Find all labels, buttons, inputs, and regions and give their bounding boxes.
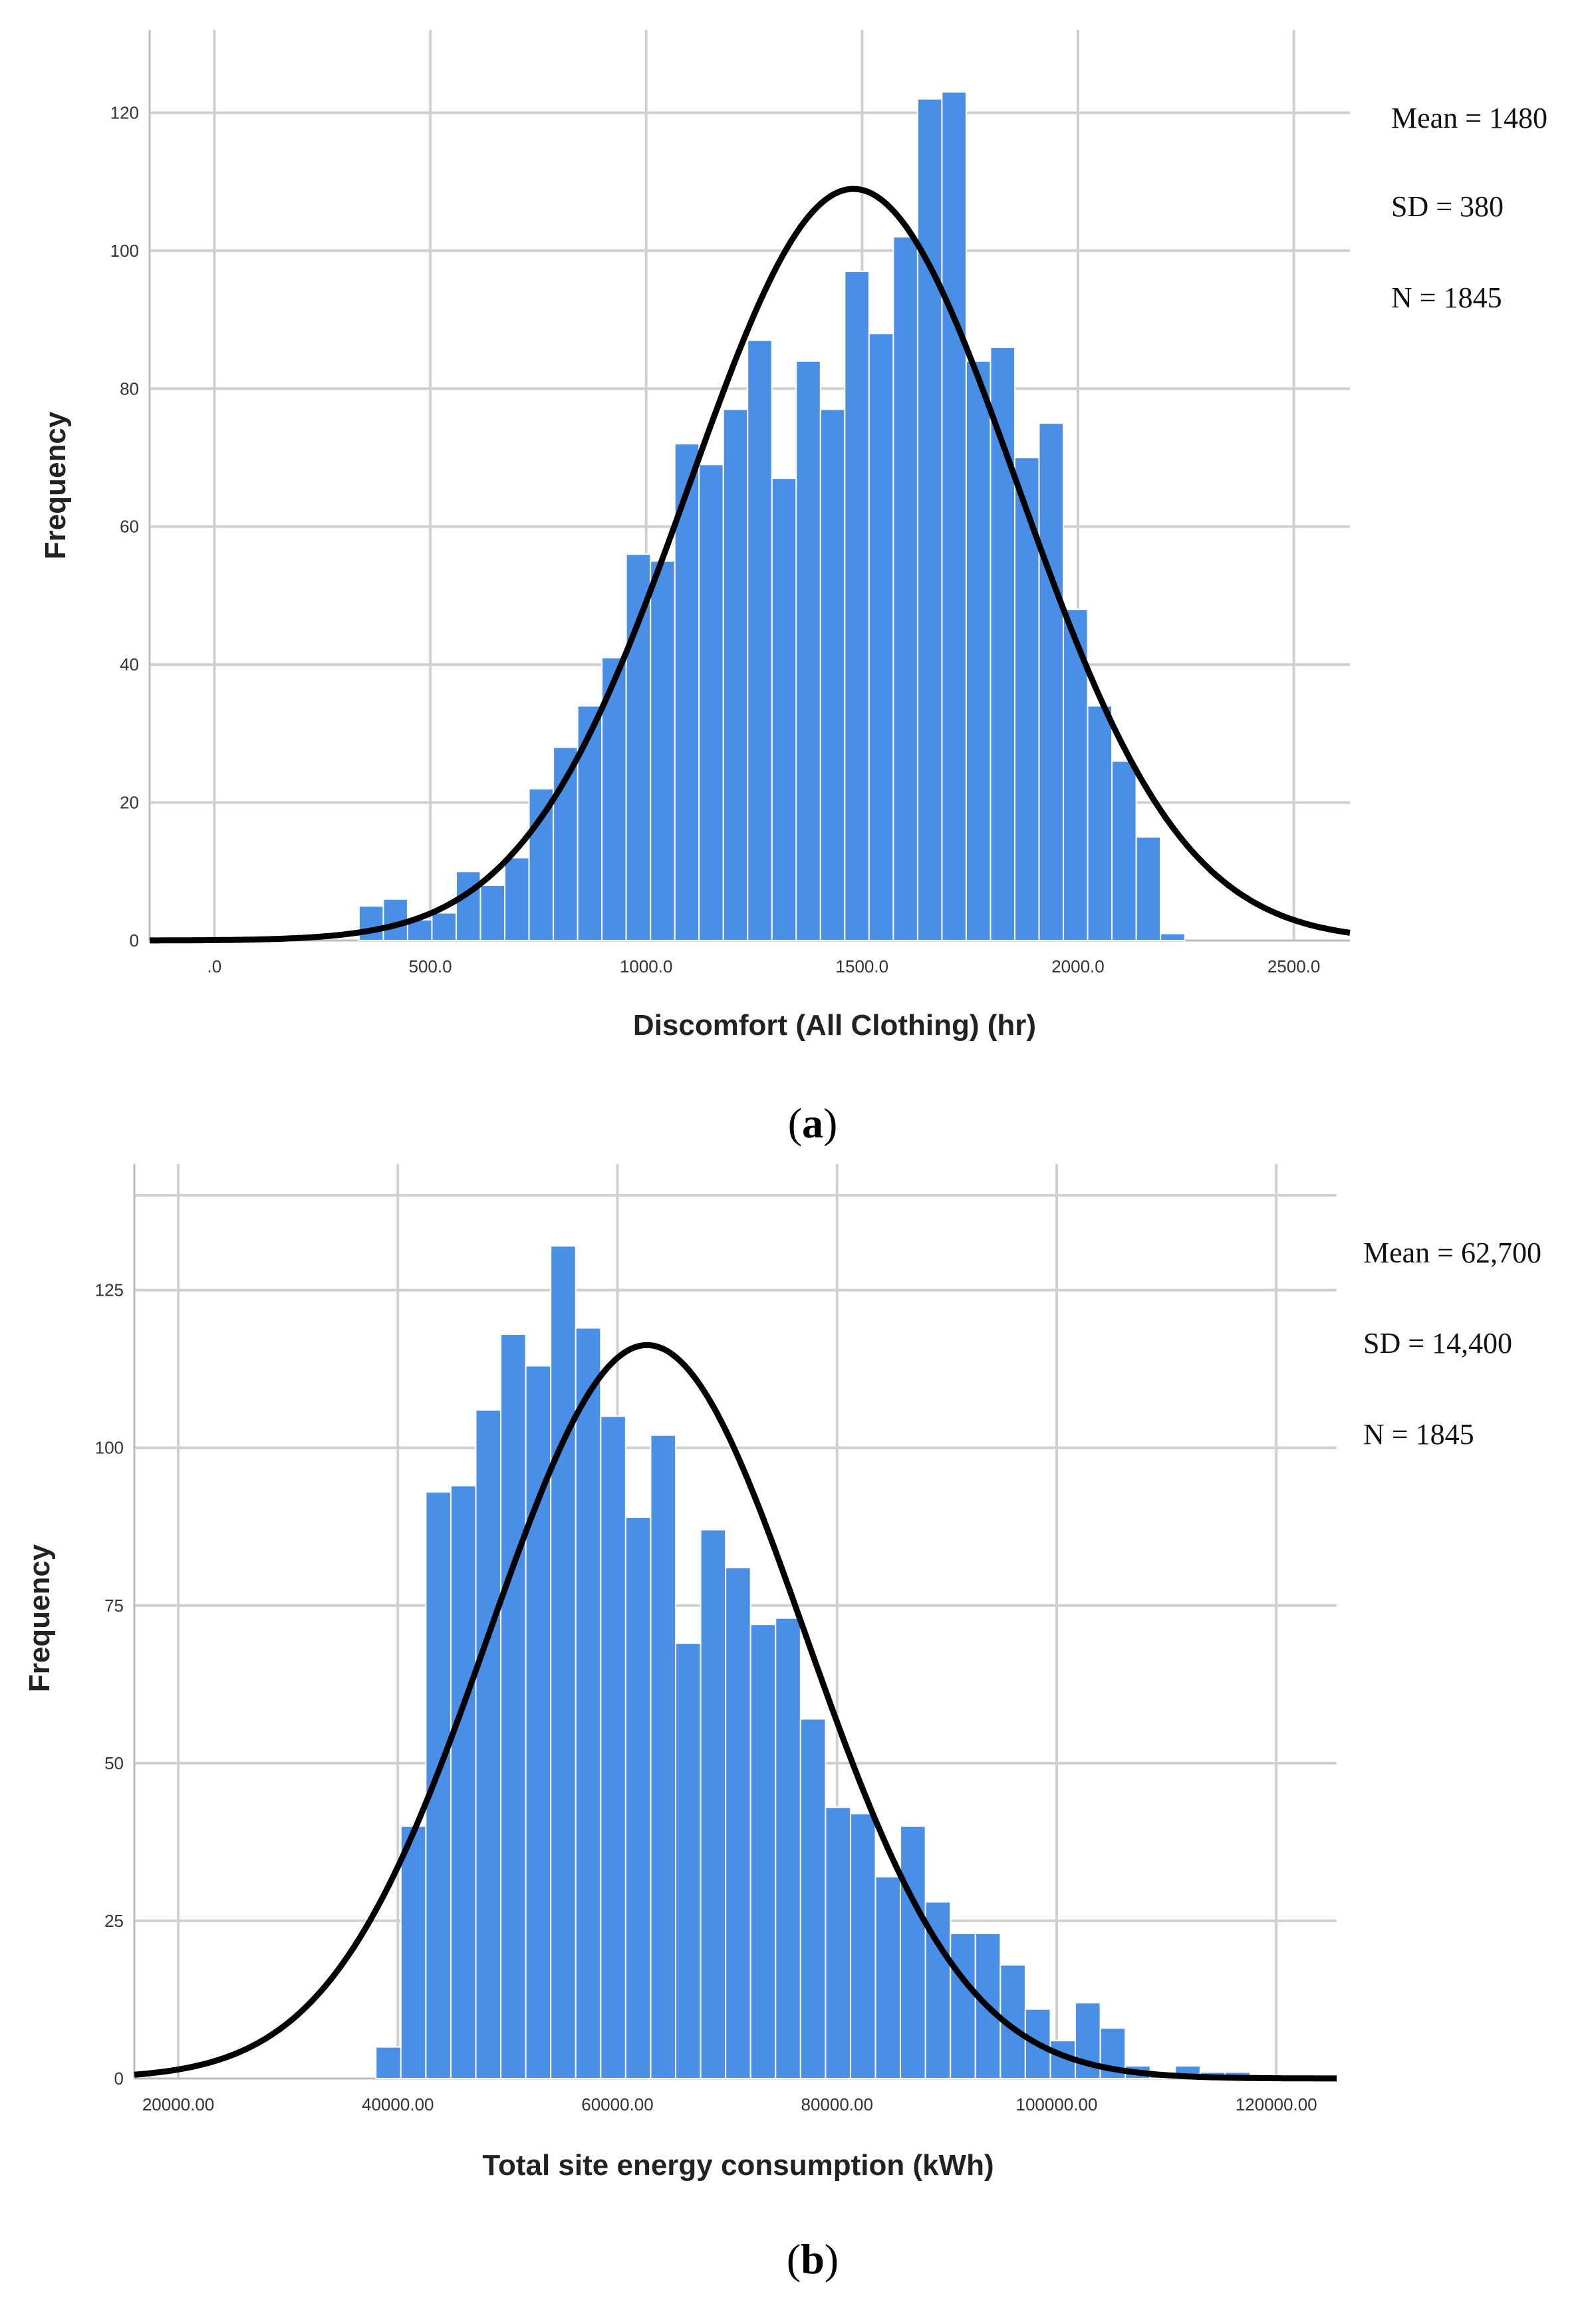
- histogram-bar: [900, 1825, 926, 2080]
- histogram-bar: [844, 270, 870, 941]
- x-tick-label-a: .0: [207, 956, 222, 976]
- histogram-bar: [528, 788, 555, 942]
- histogram-bar: [749, 1624, 777, 2080]
- histogram-bar: [795, 360, 821, 941]
- histogram-bar: [450, 1485, 477, 2079]
- histogram-chart-b: 20000.00 40000.00 60000.00 80000.00 100000.0…: [23, 1164, 1541, 2283]
- x-axis-title-b: Total site energy consumption (kWh): [482, 2149, 994, 2182]
- x-axis-title-a: Discomfort (All Clothing) (hr): [633, 1009, 1036, 1042]
- histogram-bar: [504, 857, 530, 941]
- histogram-bar: [950, 1932, 976, 2079]
- histogram-bar: [825, 1806, 851, 2080]
- histogram-bar: [475, 1409, 502, 2080]
- y-axis-title-b: Frequency: [23, 1544, 56, 1692]
- y-tick-label-b: 50: [104, 1753, 124, 1773]
- y-tick-label-a: 40: [120, 654, 139, 674]
- x-tick-label-b: 40000.00: [362, 2094, 434, 2114]
- x-tick-label-a: 1500.0: [836, 956, 889, 976]
- histogram-bar: [425, 1491, 452, 2080]
- panel-label-b: (b): [787, 2235, 839, 2283]
- histogram-bar: [625, 553, 652, 941]
- x-tick-label-a: 1000.0: [620, 956, 673, 976]
- histogram-bar: [400, 1825, 427, 2080]
- x-tick-label-b: 80000.00: [801, 2094, 873, 2114]
- y-tick-label-a: 100: [110, 241, 139, 261]
- x-tick-label-b: 120000.00: [1236, 2094, 1317, 2114]
- stat-sd-b: SD = 14,400: [1363, 1327, 1512, 1360]
- histogram-bar: [965, 360, 992, 941]
- y-tick-label-b: 75: [104, 1596, 124, 1616]
- histogram-bar: [575, 1327, 602, 2079]
- histogram-bar: [819, 408, 846, 941]
- histogram-bar: [577, 705, 603, 941]
- histogram-bar: [874, 1876, 902, 2080]
- histogram-bar: [868, 333, 894, 942]
- histogram-bar: [431, 912, 457, 941]
- x-tick-label-a: 2500.0: [1267, 956, 1321, 976]
- histogram-bar: [849, 1812, 876, 2079]
- histogram-bar: [1087, 705, 1113, 941]
- histogram-bar: [500, 1334, 527, 2079]
- stat-n-b: N = 1845: [1363, 1418, 1474, 1451]
- normal-curve-b: [134, 1342, 1337, 2082]
- x-tick-label-a: 500.0: [408, 956, 452, 976]
- y-tick-label-a: 20: [120, 793, 139, 813]
- histogram-bar: [624, 1516, 652, 2079]
- histogram-bar: [1160, 933, 1186, 941]
- histogram-bar: [479, 885, 506, 941]
- histogram-bar: [799, 1718, 827, 2079]
- histogram-bar: [455, 871, 481, 941]
- stat-sd-a: SD = 380: [1391, 190, 1504, 223]
- panel-label-a: (a): [788, 1099, 838, 1147]
- histogram-bar: [747, 339, 773, 942]
- histogram-bar: [358, 905, 384, 941]
- stat-n-a: N = 1845: [1391, 281, 1502, 314]
- histogram-bar: [375, 2046, 402, 2079]
- histogram-bar: [775, 1617, 801, 2079]
- x-tick-label-a: 2000.0: [1051, 956, 1105, 976]
- stat-mean-b: Mean = 62,700: [1363, 1236, 1541, 1269]
- histogram-bar: [600, 1415, 626, 2079]
- histogram-bar: [892, 236, 918, 941]
- histogram-bar: [941, 91, 967, 941]
- histogram-bar: [698, 464, 724, 941]
- y-tick-label-b: 0: [114, 2069, 124, 2088]
- stat-mean-a: Mean = 1480: [1391, 102, 1547, 134]
- x-tick-label-b: 60000.00: [581, 2094, 653, 2114]
- y-tick-label-a: 60: [120, 517, 139, 537]
- y-tick-label-b: 25: [104, 1911, 124, 1931]
- x-tick-label-b: 20000.00: [142, 2094, 214, 2114]
- histogram-chart-a: .0 500.0 1000.0 1500.0 2000.0 2500.0 0 20 40 60 8…: [39, 30, 1547, 1147]
- histogram-bar: [771, 478, 797, 941]
- normal-curve-a: [150, 186, 1351, 944]
- y-tick-label-a: 80: [120, 378, 139, 398]
- histogram-bar: [1111, 760, 1137, 942]
- histogram-bar: [550, 1245, 577, 2079]
- y-tick-label-a: 0: [130, 931, 139, 950]
- histogram-bar: [1038, 422, 1065, 941]
- histogram-bar: [1135, 836, 1162, 941]
- x-tick-label-b: 100000.00: [1016, 2094, 1098, 2114]
- y-axis-title-a: Frequency: [39, 411, 72, 559]
- y-tick-label-b: 100: [95, 1438, 124, 1458]
- histogram-bar: [916, 98, 943, 941]
- histogram-bar: [722, 408, 749, 941]
- histogram-bar: [725, 1566, 751, 2079]
- histogram-bar: [675, 1642, 702, 2080]
- y-tick-label-a: 120: [110, 102, 139, 122]
- histogram-bar: [700, 1529, 727, 2079]
- histogram-bar: [650, 1434, 677, 2079]
- histogram-bar: [650, 560, 676, 941]
- y-tick-label-b: 125: [95, 1280, 124, 1300]
